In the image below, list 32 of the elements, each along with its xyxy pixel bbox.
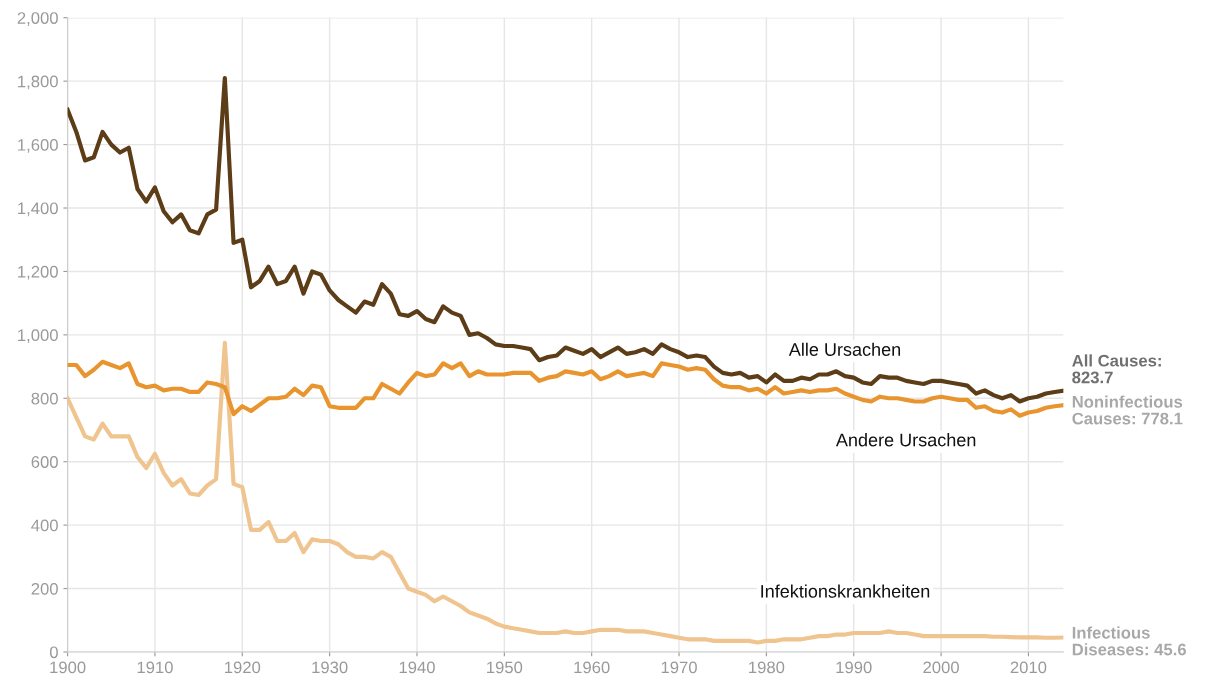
series-label: Andere Ursachen [835,433,976,447]
x-tick-label: 1900 [50,661,86,674]
y-tick-label: 0 [49,646,58,659]
y-tick-label: 1,400 [18,202,58,217]
line-series [67,75,1064,404]
y-tick-label: 1,800 [18,75,58,90]
text: Infektionskrankheiten [761,584,930,598]
line-series [67,340,1064,645]
line-series [67,359,1064,418]
series-label: Alle Ursachen [788,342,901,356]
x-tick-label: 2000 [923,661,959,674]
text: All Causes: 823.7 [1072,354,1161,384]
y-tick-label: 600 [31,456,58,468]
x-tick-label: 1910 [137,661,173,674]
y-tick-label: 1,600 [18,138,58,153]
x-tick-label: 1920 [225,661,261,674]
y-tick-label: 200 [31,582,58,595]
x-tick-label: 2010 [1010,661,1047,674]
x-tick-label: 1980 [749,661,785,674]
y-tick-label: 2,000 [17,12,58,26]
x-tick-label: 1950 [487,661,523,674]
y-tick-label: 400 [31,519,58,532]
y-tick-label: 1,200 [18,265,58,280]
x-tick-label: 1990 [836,661,872,674]
text: Infectious Diseases: 45.6 [1072,626,1186,656]
x-tick-label: 1930 [312,661,348,674]
text: Noninfectious Causes: 778.1 [1072,395,1183,425]
x-tick-label: 1940 [399,661,435,674]
y-tick-label: 1,000 [18,329,58,344]
x-tick-label: 1970 [661,661,697,674]
x-tick-label: 1960 [574,661,610,674]
y-tick-label: 800 [31,392,58,405]
